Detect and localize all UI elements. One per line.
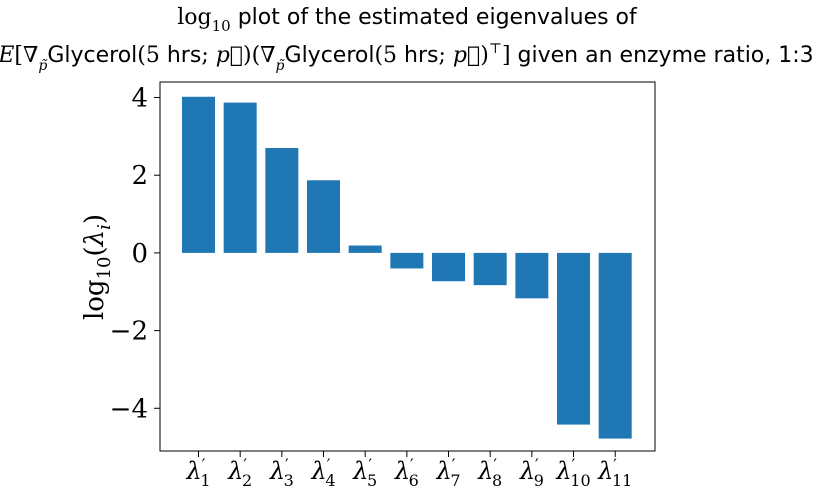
- y-tick-label: 4: [131, 84, 148, 114]
- bar-8: [473, 252, 507, 286]
- x-tick-label: λ′ 4: [310, 455, 335, 490]
- bar-3: [265, 148, 299, 253]
- bar-4: [307, 180, 341, 253]
- y-tick-label: 2: [131, 161, 148, 191]
- bar-9: [515, 252, 549, 299]
- x-tick-label: λ′ 9: [519, 455, 544, 490]
- y-tick-label: −4: [110, 394, 148, 424]
- plot-frame: [159, 81, 656, 452]
- x-ticks-group: λ′ 1 λ′ 2 λ′ 3 λ′ 4 λ′ 5 λ′ 6 λ′ 7 λ′ 8 λ′ 9 λ′ 10 λ′ 11: [185, 451, 632, 490]
- bar-1: [182, 96, 215, 253]
- x-tick-label: λ′ 7: [435, 455, 460, 490]
- x-tick-label: λ′ 10: [555, 455, 590, 490]
- bar-11: [598, 252, 632, 439]
- chart-title-line1: log10 plot of the estimated eigenvalues …: [177, 5, 638, 35]
- x-tick-label: λ′ 5: [352, 455, 377, 490]
- y-tick-label: −2: [110, 317, 148, 347]
- x-tick-label: λ′ 6: [394, 455, 419, 490]
- bar-10: [557, 252, 591, 425]
- x-tick-label: λ′ 2: [227, 455, 252, 490]
- bar-6: [390, 252, 424, 269]
- bars-group: [182, 96, 632, 439]
- x-tick-label: λ′ 11: [597, 455, 632, 490]
- bar-2: [223, 102, 257, 253]
- bar-5: [348, 245, 382, 253]
- bar-7: [432, 252, 466, 282]
- y-axis-label: log10(λi): [80, 214, 115, 320]
- y-tick-label: 0: [131, 239, 148, 269]
- y-ticks-group: −4 −2 0 2 4: [110, 84, 160, 424]
- x-tick-label: λ′ 8: [477, 455, 502, 490]
- x-tick-label: λ′ 1: [185, 455, 210, 490]
- x-tick-label: λ′ 3: [269, 455, 294, 490]
- chart-title-line2: E[∇p̃Glycerol(5 hrs; p⃗)(∇p̃Glycerol(5 h…: [0, 41, 813, 74]
